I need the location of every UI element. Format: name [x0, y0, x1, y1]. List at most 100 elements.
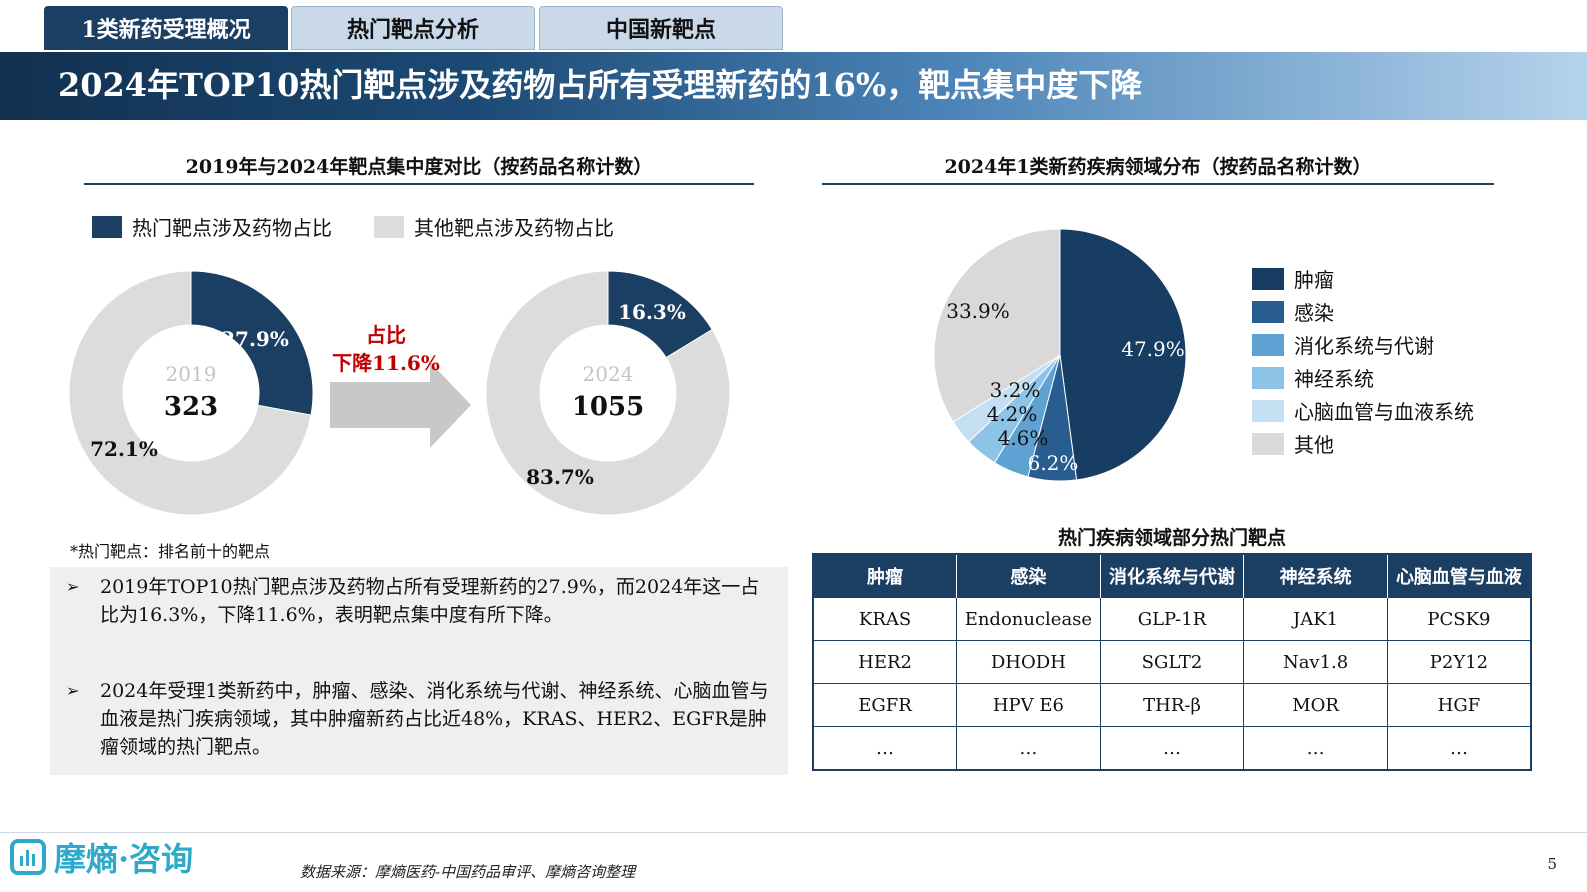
pie-legend-item-2: 消化系统与代谢 — [1252, 328, 1474, 361]
pie-legend-item-4: 心脑血管与血液系统 — [1252, 394, 1474, 427]
table-cell: HPV E6 — [956, 683, 1101, 727]
table-cell: … — [1099, 726, 1245, 771]
donut-section-rule — [84, 183, 754, 185]
table-header-3: 神经系统 — [1243, 554, 1388, 598]
finding-2: ➢ 2024年受理1类新药中，肿瘤、感染、消化系统与代谢、神经系统、心脑血管与血… — [66, 677, 776, 761]
decline-label-line2: 下降11.6% — [332, 351, 440, 375]
table-row: EGFR HPV E6 THR-β MOR HGF — [812, 683, 1532, 727]
table-cell: SGLT2 — [1099, 640, 1245, 684]
donut-2019-label-0: 27.9% — [221, 327, 289, 351]
target-table-title: 热门疾病领域部分热门靶点 — [1057, 527, 1286, 549]
arrow-bullet-icon: ➢ — [66, 681, 80, 700]
pie-label-1: 6.2% — [1028, 451, 1079, 475]
legend-swatch — [1252, 366, 1284, 389]
donut-2024-total: 1055 — [572, 392, 644, 422]
key-findings-panel: ➢ 2019年TOP10热门靶点涉及药物占所有受理新药的27.9%，而2024年… — [50, 567, 788, 775]
donut-2024-label-0: 16.3% — [618, 300, 686, 324]
finding-2-text: 2024年受理1类新药中，肿瘤、感染、消化系统与代谢、神经系统、心脑血管与血液是… — [100, 680, 769, 758]
donut-2024-year: 2024 — [583, 362, 634, 386]
table-cell: EGFR — [812, 683, 958, 727]
legend-label: 心脑血管与血液系统 — [1294, 400, 1474, 424]
donut-2019-slice-1 — [68, 270, 312, 516]
table-cell: JAK1 — [1243, 597, 1388, 641]
pie-section-rule — [822, 183, 1494, 185]
donut-2019-label-1: 72.1% — [90, 437, 158, 461]
pie-label-0: 47.9% — [1121, 337, 1185, 361]
disease-area-pie: 47.9% 6.2%4.6%4.2%3.2% 33.9% — [933, 228, 1187, 482]
pie-legend-item-3: 神经系统 — [1252, 361, 1474, 394]
hot-target-table: 肿瘤 感染 消化系统与代谢 神经系统 心脑血管与血液 KRAS Endonuclease G… — [812, 553, 1532, 771]
pie-slice-5 — [933, 228, 1061, 423]
legend-swatch-hot — [92, 215, 122, 238]
legend-label: 其他 — [1294, 433, 1334, 457]
donut-2024-label-1: 83.7% — [526, 465, 594, 489]
legend-swatch — [1252, 399, 1284, 422]
table-cell: P2Y12 — [1386, 640, 1532, 684]
tab-overview[interactable]: 1类新药受理概况 — [44, 6, 288, 50]
donut-2019-total: 323 — [164, 392, 218, 422]
table-cell: … — [1386, 726, 1532, 771]
table-cell: … — [1243, 726, 1388, 771]
pie-label-5: 33.9% — [946, 299, 1010, 323]
pie-label-2: 4.6% — [998, 426, 1049, 450]
table-cell: … — [812, 726, 958, 771]
donut-2024-slice-1 — [485, 270, 731, 516]
finding-1-text: 2019年TOP10热门靶点涉及药物占所有受理新药的27.9%，而2024年这一… — [100, 576, 760, 626]
pie-legend-item-5: 其他 — [1252, 427, 1474, 460]
page-title: 2024年TOP10热门靶点涉及药物占所有受理新药的16%，靶点集中度下降 — [58, 66, 1143, 104]
donut-legend-other: 其他靶点涉及药物占比 — [374, 212, 614, 241]
pie-slice-0 — [1059, 228, 1187, 481]
table-cell: Nav1.8 — [1243, 640, 1388, 684]
donut-legend-hot: 热门靶点涉及药物占比 — [92, 212, 332, 241]
legend-swatch — [1252, 300, 1284, 323]
table-row: …………… — [812, 726, 1532, 771]
table-header-0: 肿瘤 — [812, 554, 957, 598]
table-cell: Endonuclease — [956, 597, 1101, 641]
legend-label-hot: 热门靶点涉及药物占比 — [132, 216, 332, 240]
tab-hot-targets[interactable]: 热门靶点分析 — [291, 6, 535, 50]
pie-section-title: 2024年1类新药疾病领域分布（按药品名称计数） — [944, 156, 1372, 178]
pie-label-4: 3.2% — [990, 378, 1041, 402]
table-header-4: 心脑血管与血液 — [1386, 554, 1531, 598]
donut-chart-2019: 27.9% 72.1% 2019 323 — [68, 270, 314, 516]
table-cell: … — [956, 726, 1101, 771]
data-source: 数据来源：摩熵医药-中国药品审评、摩熵咨询整理 — [300, 863, 636, 881]
decline-arrow — [330, 362, 471, 448]
brand-logo-text: 摩熵·咨询 — [54, 840, 194, 878]
table-header-2: 消化系统与代谢 — [1099, 554, 1244, 598]
page-number: 5 — [1547, 855, 1557, 873]
brand-logo-icon — [10, 839, 46, 875]
arrow-bullet-icon: ➢ — [66, 577, 80, 596]
legend-swatch — [1252, 333, 1284, 356]
donut-section-title: 2019年与2024年靶点集中度对比（按药品名称计数） — [185, 156, 653, 178]
finding-1: ➢ 2019年TOP10热门靶点涉及药物占所有受理新药的27.9%，而2024年… — [66, 573, 776, 629]
legend-swatch — [1252, 267, 1284, 290]
donut-chart-2024: 16.3% 83.7% 2024 1055 — [485, 270, 731, 516]
legend-label: 感染 — [1294, 301, 1334, 325]
legend-swatch — [1252, 432, 1284, 455]
legend-label: 神经系统 — [1294, 367, 1374, 391]
donut-2019-year: 2019 — [166, 362, 217, 386]
tab-china-new-targets[interactable]: 中国新靶点 — [539, 6, 783, 50]
legend-label: 肿瘤 — [1294, 268, 1334, 292]
table-cell: PCSK9 — [1386, 597, 1532, 641]
decline-label-line1: 占比 — [366, 323, 406, 347]
table-header-1: 感染 — [956, 554, 1101, 598]
table-cell: KRAS — [812, 597, 958, 641]
table-cell: THR-β — [1099, 683, 1245, 727]
pie-label-3: 4.2% — [987, 402, 1038, 426]
table-cell: HGF — [1386, 683, 1532, 727]
pie-legend: 肿瘤感染消化系统与代谢 神经系统心脑血管与血液系统 其他 — [1252, 262, 1474, 460]
table-row: KRAS Endonuclease GLP-1R JAK1 PCSK9 — [812, 597, 1532, 641]
pie-legend-item-0: 肿瘤 — [1252, 262, 1474, 295]
table-cell: GLP-1R — [1099, 597, 1245, 641]
table-row: HER2 DHODH SGLT2 Nav1.8 P2Y12 — [812, 640, 1532, 684]
donut-2019-slice-0 — [190, 270, 314, 416]
table-cell: DHODH — [956, 640, 1101, 684]
legend-label-other: 其他靶点涉及药物占比 — [414, 216, 614, 240]
title-banner: 2024年TOP10热门靶点涉及药物占所有受理新药的16%，靶点集中度下降 — [0, 52, 1587, 120]
legend-label: 消化系统与代谢 — [1294, 334, 1434, 358]
pie-legend-item-1: 感染 — [1252, 295, 1474, 328]
footnote-hot-target-definition: *热门靶点：排名前十的靶点 — [70, 542, 271, 561]
